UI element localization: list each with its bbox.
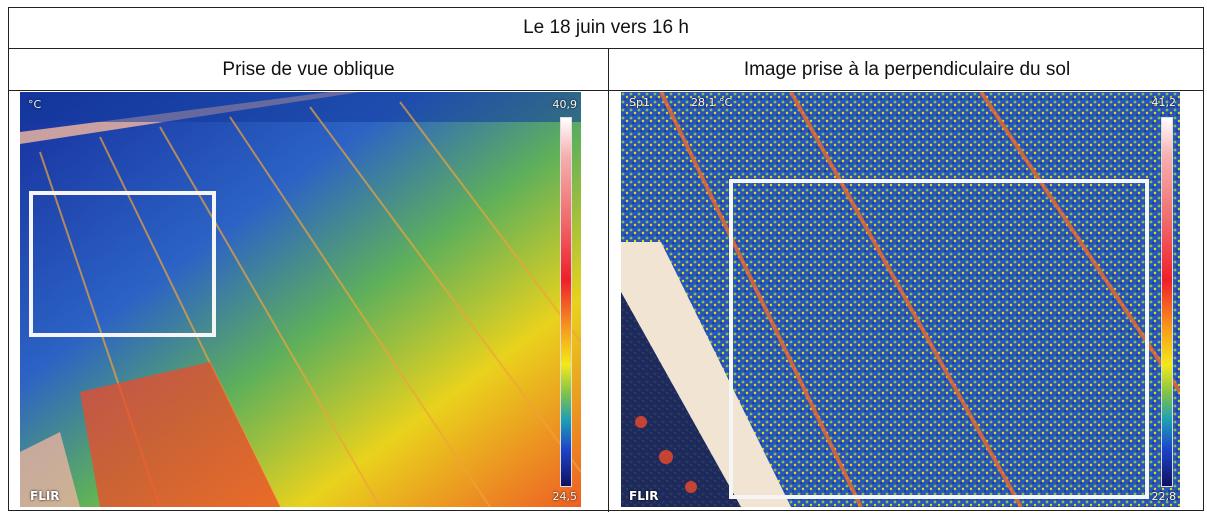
column-heading-oblique: Prise de vue oblique — [222, 58, 395, 80]
thermal-image-perpendicular-graphic — [621, 92, 1180, 507]
region-of-interest — [29, 191, 216, 337]
scale-min-value: 22,8 — [1151, 490, 1177, 503]
flir-logo: FLIR — [30, 489, 60, 503]
spot-value: 28,1 °C — [691, 96, 733, 109]
thermal-image-oblique: °C 40,9 24,5 FLIR — [20, 92, 581, 507]
scale-max-value: 41,2 — [1151, 96, 1177, 109]
scale-min-value: 24,5 — [552, 490, 578, 503]
thermal-image-perpendicular: Sp1 28,1 °C 41,2 22,8 FLIR — [621, 92, 1180, 507]
flir-logo: FLIR — [629, 489, 659, 503]
spot-label: Sp1 — [629, 96, 650, 109]
column-heading-perpendicular: Image prise à la perpendiculaire du sol — [743, 58, 1071, 80]
column-divider — [608, 49, 609, 512]
data-table: Le 18 juin vers 16 h Prise de vue obliqu… — [8, 7, 1204, 512]
region-of-interest — [729, 179, 1149, 499]
scale-max-value: 40,9 — [552, 98, 578, 111]
temperature-scale — [1161, 117, 1173, 487]
table-title: Le 18 juin vers 16 h — [9, 8, 1203, 49]
table-header-row: Prise de vue oblique Image prise à la pe… — [9, 49, 1203, 91]
thermal-image-oblique-graphic — [20, 92, 581, 507]
temperature-scale — [560, 117, 572, 487]
temperature-unit: °C — [28, 98, 42, 111]
